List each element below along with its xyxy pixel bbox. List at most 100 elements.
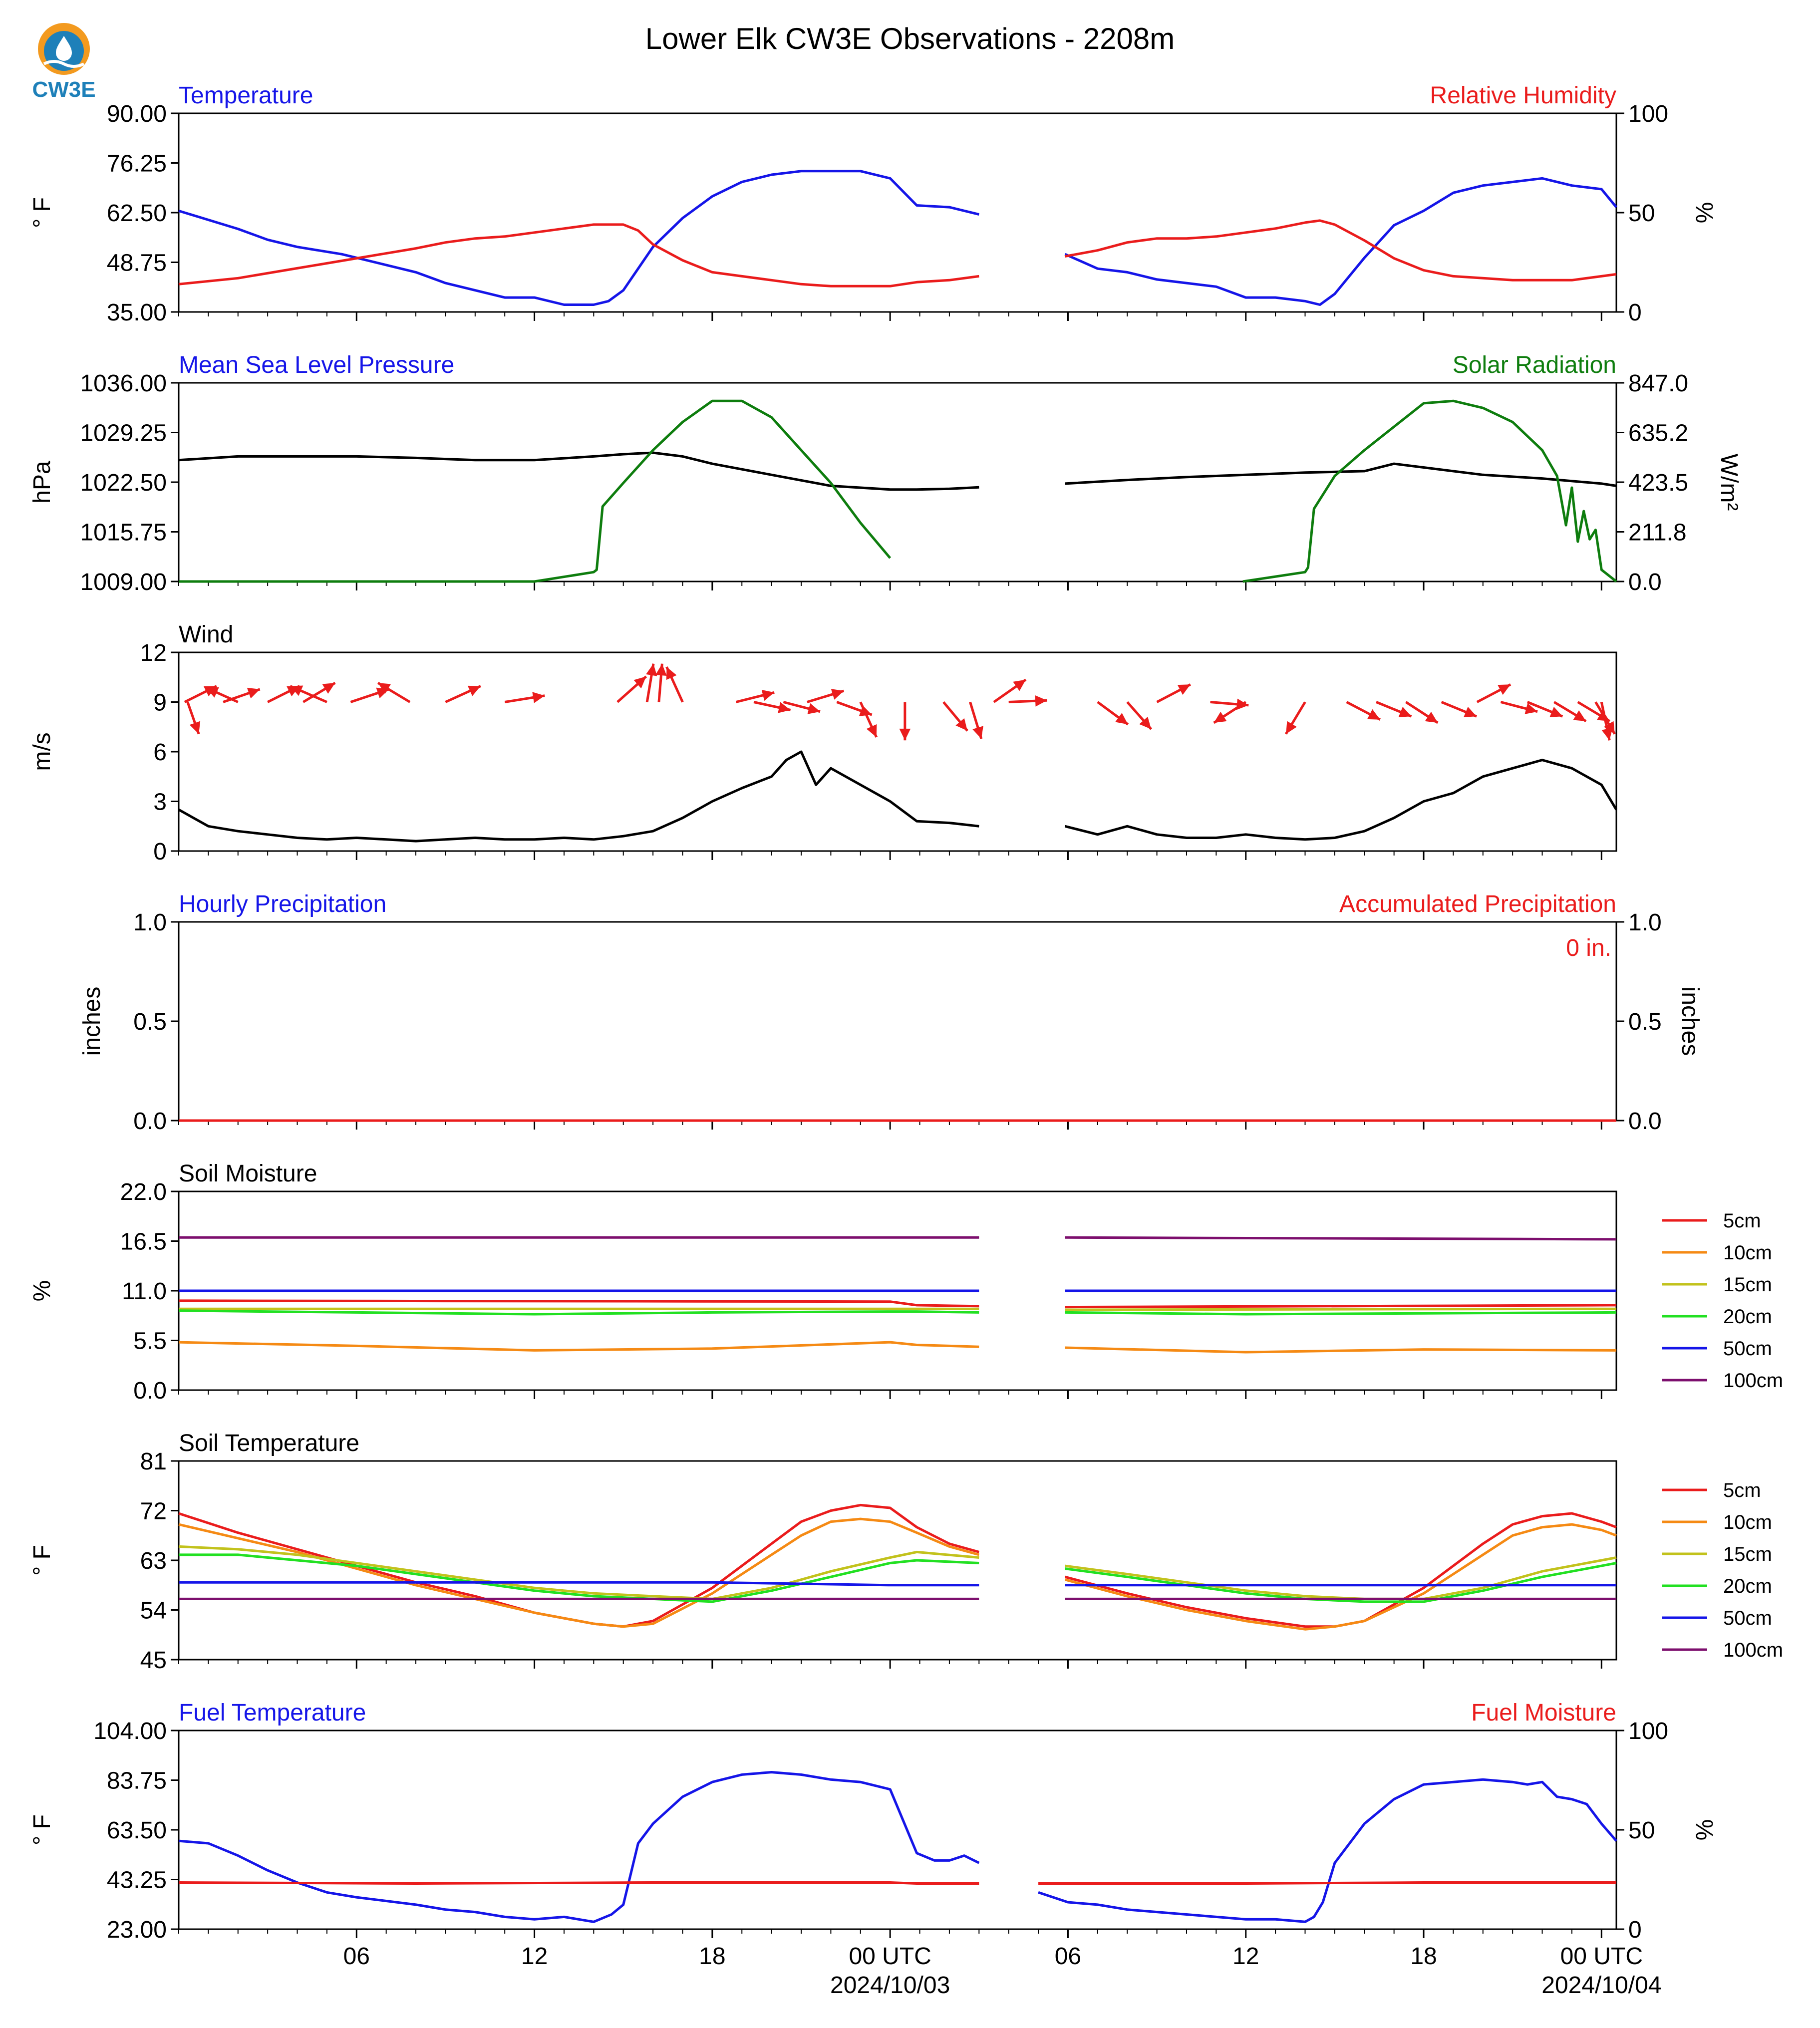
wind-arrow-head <box>761 690 775 701</box>
page-title: Lower Elk CW3E Observations - 2208m <box>645 22 1175 55</box>
pressure-y-right-axis-label: W/m² <box>1716 454 1742 511</box>
pressure-y-tick-label: 1009.00 <box>80 569 167 595</box>
wind-arrow-head <box>1286 721 1297 734</box>
precip-annotation: 0 in. <box>1566 935 1611 961</box>
wind-arrow-head <box>1013 679 1026 691</box>
precip-title-left: Hourly Precipitation <box>179 891 386 917</box>
soilm-y-tick-label: 11.0 <box>122 1278 167 1305</box>
fuel-y-tick-label: 104.00 <box>93 1718 167 1744</box>
soilt-legend-label: 10cm <box>1723 1511 1772 1533</box>
wind-arrow-head <box>1604 721 1615 734</box>
soilm-series-5cm-line <box>178 1299 1617 1309</box>
precip-y-tick-label: 0.0 <box>133 1108 167 1135</box>
soilm-y-tick-label: 5.5 <box>133 1328 167 1355</box>
soilm-legend-label: 100cm <box>1723 1370 1783 1392</box>
wind-arrow-head <box>807 703 820 714</box>
wind-arrow-head <box>378 683 391 694</box>
wind-series-black-line <box>178 750 1618 843</box>
soilt-series-50cm-line <box>179 1581 1616 1587</box>
wind-arrow-head <box>666 667 677 680</box>
chart-panels: 35.0048.7562.5076.2590.00050100Temperatu… <box>29 82 1783 1999</box>
wind-arrow-head <box>866 724 877 737</box>
temp-y-tick-label: 90.00 <box>107 101 167 127</box>
pressure-series-green-line <box>179 399 1617 583</box>
soilm-legend-label: 15cm <box>1723 1274 1772 1296</box>
soilm-series-15cm-line <box>179 1307 1617 1311</box>
wind-arrow-head <box>899 728 911 741</box>
wind-arrow-head <box>532 692 545 703</box>
soilt-legend-label: 100cm <box>1723 1639 1783 1661</box>
pressure-y-tick-label: 1036.00 <box>80 370 167 397</box>
pressure-y-right-tick-label: 847.0 <box>1628 370 1688 397</box>
pressure-y-right-tick-label: 0.0 <box>1628 569 1662 595</box>
time-tick-label: 12 <box>1232 1943 1259 1970</box>
logo-drop-icon <box>56 36 72 61</box>
soilt-legend-label: 20cm <box>1723 1575 1772 1597</box>
time-tick-label: 00 UTC <box>849 1943 931 1970</box>
soilt-title-left: Soil Temperature <box>179 1430 359 1456</box>
fuel-y-right-tick-label: 0 <box>1628 1917 1642 1943</box>
panel-pressure: 1009.00 1015.75 1022.50 1029.25 1036.00 0.0 21… <box>29 352 1742 595</box>
soilm-legend-label: 50cm <box>1723 1338 1772 1360</box>
wind-y-tick-label: 12 <box>140 640 167 666</box>
wind-y-tick-label: 3 <box>153 789 167 816</box>
wind-arrow-head <box>655 663 667 676</box>
soilm-title-left: Soil Moisture <box>179 1160 317 1187</box>
temp-series-red-line <box>178 219 1617 288</box>
wind-arrow-head <box>1524 703 1538 714</box>
fuel-y-axis-label: ° F <box>29 1814 55 1845</box>
temp-title-left: Temperature <box>179 82 313 109</box>
wind-arrow-head <box>189 721 201 734</box>
precip-y-right-axis-label: inches <box>1677 987 1703 1056</box>
panel-wind: 0 3 6 9 12 Wind m/s <box>29 621 1618 865</box>
fuel-title-right: Fuel Moisture <box>1471 1700 1616 1726</box>
wind-arrow-head <box>1115 713 1128 725</box>
wind-arrow-head <box>1464 706 1477 717</box>
panel-fuel: 23.00 43.25 63.50 83.75 104.00 0 50 100 Fuel Tem… <box>29 1700 1717 1999</box>
soilt-series-10cm-line <box>178 1517 1617 1631</box>
fuel-y-tick-label: 23.00 <box>107 1917 167 1943</box>
panel-temp: 35.00 48.75 62.50 76.25 90.00 0 50 100 Temperatu… <box>29 82 1717 326</box>
wind-y-tick-label: 0 <box>153 839 167 865</box>
wind-arrow-head <box>290 685 303 696</box>
wind-arrow-head <box>1573 710 1586 721</box>
soilt-legend-label: 15cm <box>1723 1543 1772 1565</box>
soilm-series-10cm-line <box>178 1341 1617 1354</box>
precip-title-right: Accumulated Precipitation <box>1339 891 1616 917</box>
temp-y-tick-label: 48.75 <box>107 250 167 277</box>
pressure-y-tick-label: 1022.50 <box>80 470 167 496</box>
pressure-title-right: Solar Radiation <box>1453 352 1616 378</box>
fuel-y-right-axis-label: % <box>1691 1819 1717 1841</box>
soilm-y-tick-label: 22.0 <box>120 1179 167 1205</box>
wind-arrow-head <box>1549 706 1563 717</box>
soilm-y-tick-label: 16.5 <box>120 1229 167 1255</box>
precip-y-right-tick-label: 0.5 <box>1628 1009 1662 1035</box>
precip-y-axis-label: inches <box>79 987 105 1056</box>
time-tick-label: 12 <box>521 1943 548 1970</box>
time-tick-date: 2024/10/03 <box>830 1972 950 1999</box>
wind-arrow-head <box>1177 684 1191 695</box>
temp-y-tick-label: 62.50 <box>107 200 167 227</box>
fuel-y-tick-label: 63.50 <box>107 1817 167 1844</box>
wind-y-axis-label: m/s <box>29 732 55 771</box>
time-tick-label: 18 <box>1410 1943 1437 1970</box>
precip-y-right-tick-label: 0.0 <box>1628 1108 1662 1135</box>
wind-y-tick-label: 9 <box>153 690 167 716</box>
fuel-y-right-tick-label: 50 <box>1628 1817 1655 1844</box>
pressure-y-right-tick-label: 423.5 <box>1628 470 1688 496</box>
temp-title-right: Relative Humidity <box>1430 82 1616 109</box>
precip-y-tick-label: 1.0 <box>133 909 167 936</box>
pressure-y-right-tick-label: 211.8 <box>1628 520 1687 546</box>
wind-arrow-head <box>1035 695 1047 707</box>
temp-y-right-tick-label: 100 <box>1628 101 1668 127</box>
soilm-y-axis-label: % <box>29 1280 55 1302</box>
panel-soilt: 45 54 63 72 81 Soil Temperature ° F 5cm 10cm 15cm… <box>29 1430 1783 1674</box>
soilm-legend-label: 10cm <box>1723 1242 1772 1264</box>
wind-arrow-head <box>1425 711 1438 723</box>
wind-arrow-head <box>1498 684 1511 695</box>
soilt-y-tick-label: 72 <box>140 1498 167 1525</box>
wind-arrow-head <box>1367 709 1380 720</box>
soilm-y-tick-label: 0.0 <box>133 1378 167 1404</box>
fuel-y-right-tick-label: 100 <box>1628 1718 1668 1744</box>
